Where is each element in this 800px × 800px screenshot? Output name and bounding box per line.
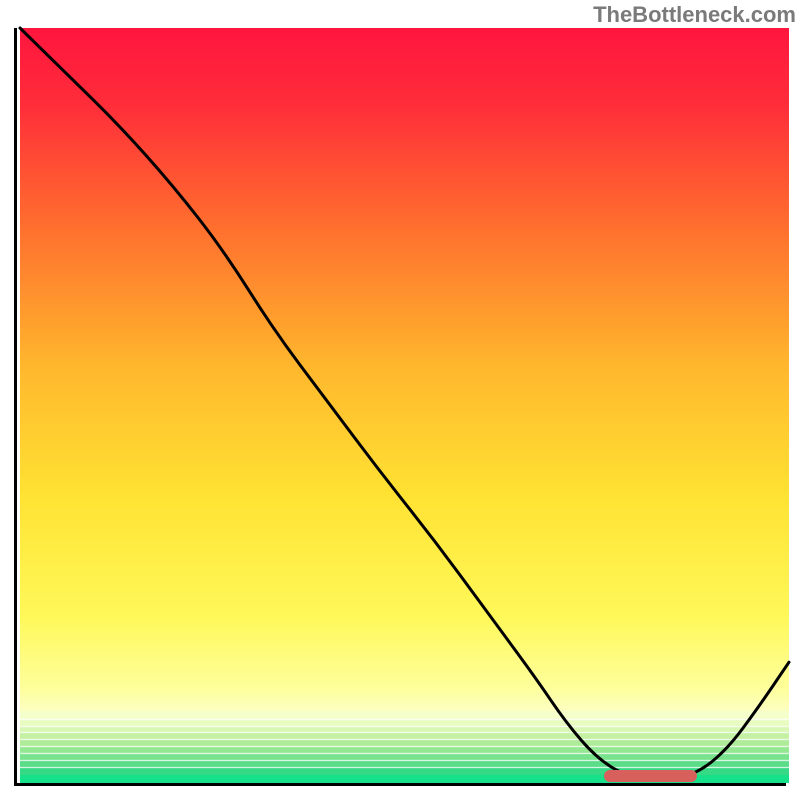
bottleneck-curve	[20, 28, 789, 778]
watermark-text: TheBottleneck.com	[593, 2, 796, 28]
chart-root: TheBottleneck.com	[0, 0, 800, 800]
optimal-zone-marker	[604, 770, 696, 782]
plot-area	[14, 28, 786, 786]
curve-svg	[20, 28, 789, 783]
